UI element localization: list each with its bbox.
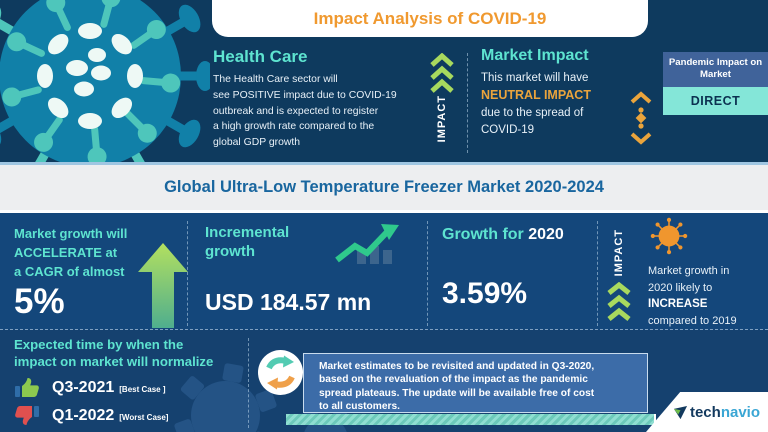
note-accent-strip	[286, 414, 656, 425]
banner-title: Impact Analysis of COVID-19	[313, 8, 547, 28]
pandemic-impact-label: Pandemic Impact on Market	[663, 52, 768, 87]
outlook-impact-indicator: IMPACT	[600, 229, 638, 329]
neutral-updown-icon	[630, 91, 652, 145]
thumbs-up-icon	[15, 378, 39, 397]
pandemic-impact-box: Pandemic Impact on Market DIRECT	[663, 52, 768, 115]
update-note-box: Market estimates to be revisited and upd…	[303, 353, 648, 413]
growth-up-arrow-icon	[138, 243, 188, 328]
health-care-body: The Health Care sector will see POSITIVE…	[213, 74, 397, 149]
gear-decoration	[174, 363, 277, 432]
divider	[0, 162, 768, 165]
technavio-logo: tech navio	[646, 392, 768, 432]
virus-icon	[650, 217, 688, 255]
chevrons-up-icon	[607, 282, 631, 322]
worst-case-value: Q1-2022	[52, 406, 115, 424]
divider	[248, 338, 249, 428]
divider	[0, 329, 768, 330]
market-title: Global Ultra-Low Temperature Freezer Mar…	[164, 178, 604, 196]
incremental-growth-value: USD 184.57 mn	[205, 288, 372, 315]
neutral-impact-highlight: NEUTRAL IMPACT	[481, 88, 591, 103]
divider	[427, 221, 428, 326]
market-impact-title: Market Impact	[481, 47, 589, 64]
outlook-panel: Market growth in 2020 likely to INCREASE…	[640, 213, 768, 330]
health-care-title: Health Care	[213, 47, 308, 66]
cagr-value: 5%	[14, 282, 65, 322]
market-impact-section: Market Impact This market will have NEUT…	[481, 47, 641, 139]
refresh-update-icon	[258, 350, 303, 395]
normalize-section: Expected time by when the impact on mark…	[14, 337, 264, 426]
best-case-value: Q3-2021	[52, 378, 115, 396]
impact-vertical-label: IMPACT	[613, 229, 625, 277]
growth-2020-panel: Growth for 2020 3.59%	[428, 213, 598, 330]
best-case-row: Q3-2021 [Best Case ]	[14, 377, 264, 398]
divider	[187, 221, 188, 326]
incremental-growth-panel: Incremental growth USD 184.57 mn	[188, 213, 428, 330]
chevrons-up-icon	[430, 53, 454, 93]
best-case-label: [Best Case ]	[119, 385, 166, 394]
worst-case-row: Q1-2022 [Worst Case]	[14, 405, 264, 426]
health-care-impact-indicator: IMPACT	[427, 53, 457, 157]
technavio-arrow-icon	[673, 406, 688, 420]
pandemic-impact-value: DIRECT	[663, 86, 768, 115]
health-care-section: Health Care The Health Care sector will …	[213, 47, 428, 151]
impact-vertical-label: IMPACT	[436, 95, 448, 143]
bottom-row: Expected time by when the impact on mark…	[0, 330, 768, 432]
growth-2020-value: 3.59%	[442, 277, 528, 310]
market-title-band: Global Ultra-Low Temperature Freezer Mar…	[0, 165, 768, 210]
banner-title-box: Impact Analysis of COVID-19	[212, 0, 648, 37]
cagr-panel: Market growth will ACCELERATE at a CAGR …	[0, 213, 188, 330]
increase-highlight: INCREASE	[648, 298, 708, 310]
divider	[467, 53, 468, 153]
stats-row: Market growth will ACCELERATE at a CAGR …	[0, 213, 768, 330]
divider	[597, 221, 598, 326]
divider	[0, 210, 768, 213]
trend-up-chart-icon	[335, 224, 399, 264]
top-band: Impact Analysis of COVID-19 Health Care …	[0, 0, 768, 196]
thumbs-down-icon	[15, 406, 39, 425]
worst-case-label: [Worst Case]	[119, 413, 169, 422]
